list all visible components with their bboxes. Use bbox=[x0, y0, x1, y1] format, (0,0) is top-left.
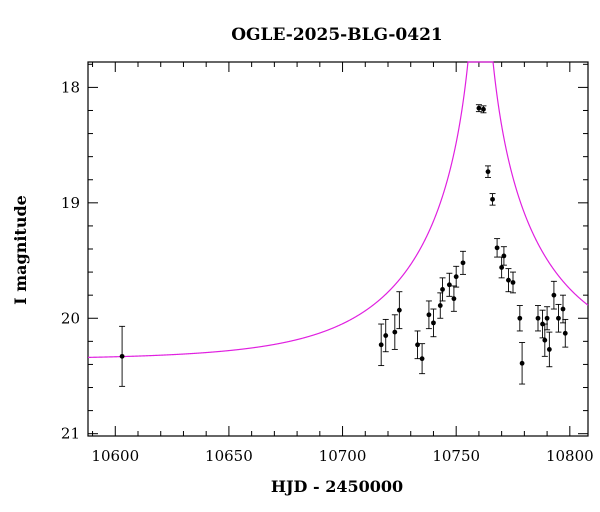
data-point bbox=[480, 105, 487, 114]
data-point bbox=[475, 104, 482, 113]
data-marker bbox=[451, 296, 457, 302]
data-marker bbox=[544, 315, 550, 321]
data-point bbox=[453, 265, 460, 288]
data-point bbox=[498, 256, 505, 279]
data-point bbox=[430, 308, 437, 338]
data-point bbox=[119, 325, 126, 387]
data-marker bbox=[446, 282, 452, 288]
data-marker bbox=[485, 169, 491, 175]
data-point bbox=[446, 272, 453, 297]
data-marker bbox=[415, 342, 420, 348]
chart-title: OGLE-2025-BLG-0421 bbox=[231, 25, 443, 45]
data-marker bbox=[453, 274, 459, 280]
y-tick-labels: 18 19 20 21 bbox=[61, 78, 80, 442]
data-marker bbox=[419, 356, 425, 362]
x-tick-label: 10650 bbox=[205, 447, 253, 465]
data-point bbox=[510, 271, 516, 294]
data-point bbox=[516, 305, 523, 332]
y-tick-label: 19 bbox=[61, 194, 80, 212]
data-marker bbox=[510, 280, 516, 285]
data-marker bbox=[440, 287, 445, 292]
data-point bbox=[494, 238, 501, 258]
data-point bbox=[505, 268, 512, 293]
data-point bbox=[382, 318, 389, 353]
data-marker bbox=[494, 245, 500, 251]
data-point bbox=[560, 294, 566, 324]
data-marker bbox=[519, 360, 525, 366]
data-point bbox=[544, 306, 551, 331]
data-marker bbox=[506, 277, 511, 283]
x-tick-label: 10600 bbox=[91, 447, 139, 465]
data-point bbox=[460, 250, 466, 275]
data-point bbox=[439, 277, 446, 302]
data-point bbox=[378, 323, 385, 367]
data-point bbox=[550, 280, 557, 310]
data-point bbox=[391, 314, 398, 350]
data-marker bbox=[499, 265, 505, 270]
x-tick-label: 10800 bbox=[546, 447, 594, 465]
data-marker bbox=[546, 347, 552, 352]
x-tick-labels: 10600 10650 10700 10750 10800 bbox=[91, 447, 593, 465]
data-marker bbox=[396, 307, 402, 313]
data-point bbox=[425, 300, 432, 330]
data-point bbox=[485, 165, 491, 178]
data-marker bbox=[517, 315, 523, 321]
data-point bbox=[414, 330, 421, 360]
data-point bbox=[489, 193, 496, 206]
data-marker bbox=[383, 333, 389, 338]
y-axis-label: I magnitude bbox=[11, 195, 30, 305]
data-marker bbox=[481, 106, 486, 112]
data-marker bbox=[437, 303, 443, 308]
data-point bbox=[419, 343, 426, 375]
data-point bbox=[396, 291, 403, 330]
data-marker bbox=[560, 306, 566, 312]
data-marker bbox=[556, 315, 561, 321]
data-marker bbox=[378, 342, 384, 348]
data-marker bbox=[551, 292, 557, 298]
data-marker bbox=[542, 337, 548, 343]
data-marker bbox=[431, 320, 436, 326]
x-tick-label: 10700 bbox=[319, 447, 367, 465]
data-point bbox=[555, 303, 562, 333]
data-marker bbox=[392, 329, 398, 335]
model-curve bbox=[87, 61, 589, 358]
y-tick-label: 18 bbox=[61, 78, 80, 96]
x-tick-label: 10750 bbox=[432, 447, 480, 465]
data-point bbox=[546, 331, 553, 368]
data-marker bbox=[535, 315, 541, 321]
data-point bbox=[519, 342, 526, 385]
plot-frame bbox=[87, 61, 589, 437]
data-marker bbox=[476, 105, 482, 111]
x-axis-label: HJD - 2450000 bbox=[271, 477, 403, 496]
plot-area bbox=[87, 61, 589, 437]
data-point bbox=[450, 285, 457, 312]
data-marker bbox=[460, 260, 466, 266]
y-tick-label: 21 bbox=[61, 425, 80, 443]
data-marker bbox=[119, 353, 125, 359]
data-point bbox=[535, 305, 541, 332]
data-point bbox=[500, 246, 507, 266]
data-marker bbox=[490, 196, 495, 202]
data-marker bbox=[426, 312, 432, 318]
data-point bbox=[562, 318, 569, 348]
data-marker bbox=[562, 330, 568, 336]
y-tick-label: 20 bbox=[61, 309, 80, 327]
data-marker bbox=[501, 253, 507, 259]
